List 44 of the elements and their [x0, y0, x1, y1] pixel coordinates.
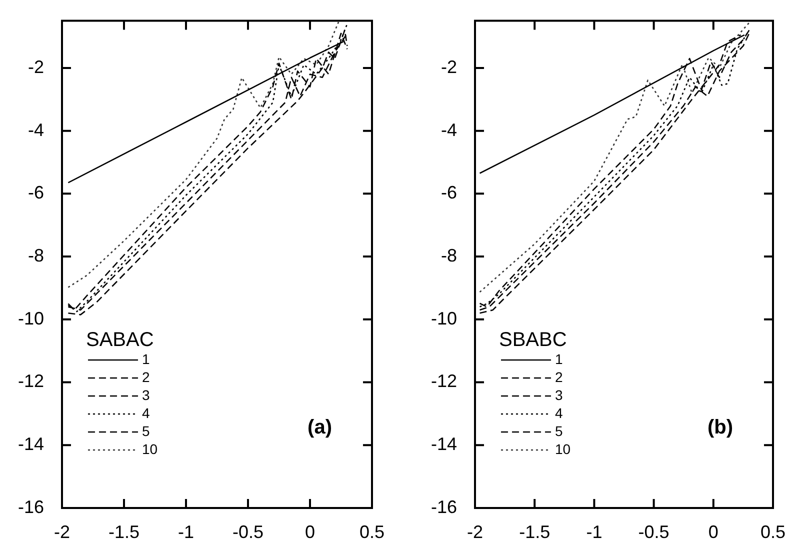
annotation: (b) — [707, 416, 733, 439]
legend-label: 10 — [555, 440, 571, 457]
y-tick-label: -14 — [18, 434, 44, 454]
x-tick-label: -1.5 — [108, 522, 140, 542]
y-tick-label: -4 — [440, 120, 457, 140]
y-tick-label: -2 — [440, 56, 457, 77]
x-tick-label: -0.5 — [638, 522, 670, 542]
x-tick-label: 0 — [304, 522, 316, 542]
legend-label: 4 — [142, 404, 150, 421]
x-tick-label: 0.5 — [760, 522, 786, 542]
legend-label: 5 — [142, 422, 150, 439]
y-tick-label: -10 — [18, 308, 44, 328]
y-tick-label: -6 — [28, 182, 44, 203]
y-tick-label: -16 — [18, 496, 44, 517]
x-tick-label: 0.5 — [359, 522, 385, 542]
legend-label: 2 — [142, 368, 150, 385]
x-tick-label: -2 — [466, 522, 484, 542]
legend-label: 1 — [142, 350, 150, 367]
x-tick-label: -1 — [178, 522, 194, 542]
y-tick-label: -8 — [440, 246, 457, 266]
annotation: (a) — [308, 416, 332, 439]
y-tick-label: -12 — [18, 371, 44, 392]
legend-label: 3 — [555, 386, 563, 403]
y-tick-label: -10 — [430, 308, 457, 328]
y-tick-label: -16 — [430, 496, 457, 517]
legend-title: SBABC — [499, 329, 567, 351]
y-tick-label: -2 — [28, 56, 44, 77]
legend-title: SABAC — [86, 329, 154, 351]
y-tick-label: -14 — [430, 434, 457, 454]
y-tick-label: -4 — [28, 120, 44, 140]
y-tick-label: -12 — [430, 371, 457, 392]
legend-label: 1 — [555, 350, 563, 367]
legend-label: 4 — [555, 404, 563, 421]
x-tick-label: -0.5 — [232, 522, 264, 542]
x-tick-label: -2 — [54, 522, 70, 542]
legend-label: 10 — [142, 440, 158, 457]
legend-label: 3 — [142, 386, 150, 403]
x-tick-label: -1.5 — [519, 522, 550, 542]
y-tick-label: -8 — [28, 246, 44, 266]
x-tick-label: 0 — [708, 522, 718, 542]
legend-label: 5 — [555, 422, 563, 439]
x-tick-label: -1 — [586, 522, 602, 542]
y-tick-label: -6 — [440, 182, 457, 203]
legend-label: 2 — [555, 368, 563, 385]
